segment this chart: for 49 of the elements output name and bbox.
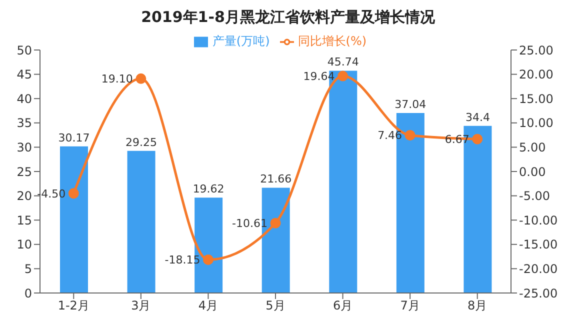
data-label: 19.62 [192, 182, 224, 196]
y-tick-label: 5 [24, 262, 32, 276]
legend-label: 产量(万吨) [212, 34, 270, 48]
y-tick-label: 35 [16, 116, 32, 130]
y2-tick-label: 10.00 [519, 116, 554, 130]
point [404, 130, 416, 140]
point [68, 188, 79, 199]
chart-title: 2019年1-8月黑龙江省饮料产量及增长情况 [140, 8, 436, 28]
data-label: 30.17 [58, 131, 90, 144]
y-tick-label: 40 [16, 92, 32, 106]
y-tick-label: 15 [16, 213, 32, 228]
data-label: 21.66 [260, 172, 292, 186]
y2-tick-label: 25.00 [519, 43, 554, 58]
point [472, 134, 483, 144]
x-tick-label: 7月 [400, 298, 420, 313]
data-label: 45.74 [327, 56, 359, 69]
y2-tick-label: 0.00 [519, 164, 546, 179]
x-tick-label: 5月 [266, 298, 286, 313]
y-tick-label: 50 [16, 43, 32, 58]
y-tick-label: 45 [16, 68, 32, 82]
y2-tick-label: 5.00 [519, 140, 546, 154]
y-tick-label: 0 [24, 286, 32, 300]
data-label: 37.04 [394, 98, 426, 111]
x-tick-label: 6月 [332, 298, 353, 313]
x-tick-label: 8月 [468, 298, 488, 313]
y2-tick-label: 15.00 [519, 92, 554, 106]
point [338, 70, 348, 82]
x-tick-label: 3月 [131, 298, 151, 313]
data-label: 19.10 [101, 72, 133, 86]
x-tick-label: 4月 [198, 298, 218, 313]
y2-tick-label: -20.00 [519, 262, 558, 276]
y-tick-label: 10 [16, 238, 32, 252]
y-tick-label: 30 [16, 140, 32, 154]
y2-tick-label: -10.00 [519, 213, 558, 228]
bar [127, 150, 156, 293]
point [136, 73, 146, 84]
legend-label: 同比增长(%) [298, 34, 367, 48]
data-label: 6.67 [444, 132, 470, 146]
y2-tick-label: -15.00 [519, 238, 558, 252]
y2-tick-label: 20.00 [519, 68, 554, 82]
y2-tick-label: -5.00 [519, 189, 550, 204]
data-label: 34.4 [465, 110, 490, 124]
data-label: 29.25 [126, 136, 158, 149]
y2-tick-label: -25.00 [519, 286, 558, 300]
y-tick-label: 25 [16, 164, 32, 179]
point [270, 218, 281, 228]
point [202, 254, 214, 265]
y-tick-label: 20 [16, 189, 32, 204]
x-tick-label: 1-2月 [58, 298, 90, 313]
